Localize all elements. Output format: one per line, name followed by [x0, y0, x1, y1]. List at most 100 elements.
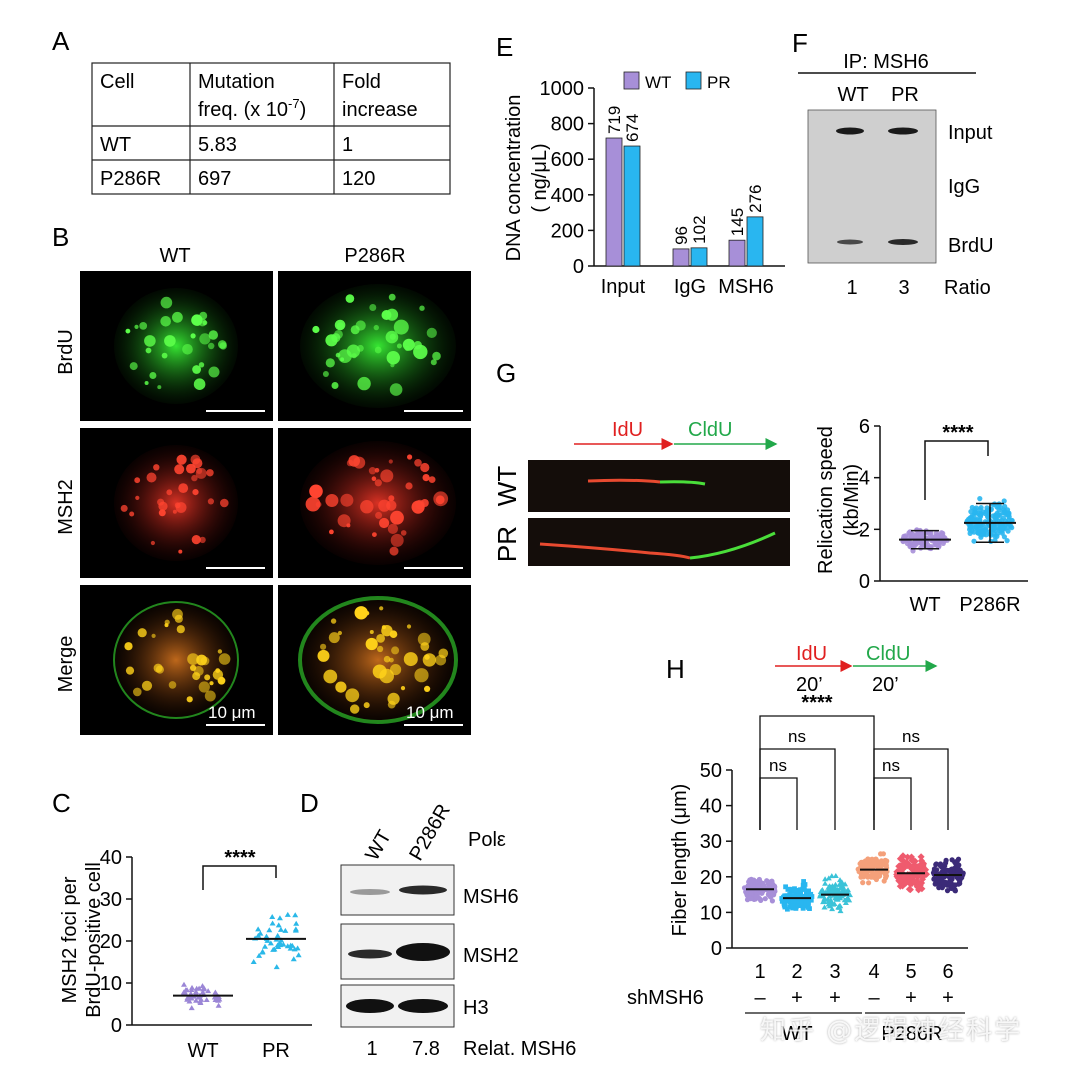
data-point	[795, 903, 801, 908]
y-axis-label: ( ng/μL)	[529, 143, 551, 212]
y-axis-label: BrdU-positive cell	[83, 862, 105, 1018]
table-header-freq: freq. (x 10-7)	[198, 96, 306, 121]
y-tick-label: 10	[700, 902, 722, 924]
blot-d-header: Polε	[468, 829, 506, 851]
data-point	[761, 883, 767, 889]
data-point	[255, 932, 262, 938]
data-point	[911, 540, 918, 546]
data-point	[944, 888, 951, 894]
comparison-bracket	[759, 777, 798, 830]
x-tick-label: 2	[791, 961, 802, 983]
data-point	[984, 510, 991, 516]
data-point	[917, 853, 925, 861]
y-tick-label: 50	[700, 760, 722, 782]
data-point	[274, 932, 281, 938]
data-point	[871, 857, 877, 863]
data-point	[834, 893, 841, 899]
data-point	[757, 897, 764, 903]
data-point	[896, 882, 904, 890]
micro-tile-brdu-wt	[80, 271, 273, 421]
panel-label-h: H	[666, 654, 685, 684]
data-point	[932, 881, 938, 887]
fiber-images-g: IdU CldU WT PR	[492, 419, 790, 566]
data-point	[284, 911, 291, 917]
data-point	[282, 927, 289, 933]
data-point	[762, 896, 768, 902]
data-point	[973, 517, 979, 523]
blot-d-bottom-label: Relat. MSH6	[463, 1038, 576, 1060]
y-tick-label: 40	[700, 796, 722, 818]
data-point	[1001, 498, 1007, 504]
chart-h-fiber-length: 0 10 20 30 40 50 Fiber length (μm) 1 – 2 +3 +4 – 5 +6 +…	[627, 692, 968, 1045]
data-point	[971, 529, 977, 535]
data-point	[980, 509, 987, 515]
data-point	[745, 894, 751, 900]
data-point	[902, 879, 910, 887]
significance-label: ****	[942, 422, 973, 444]
fiber-h-time1: 20’	[796, 674, 823, 696]
x-tick-label: PR	[262, 1040, 290, 1062]
y-axis-label: (kb/Min)	[841, 464, 863, 536]
data-point	[910, 878, 918, 886]
micro-tile-msh2-wt	[80, 428, 273, 578]
data-point	[977, 496, 983, 502]
data-point	[805, 896, 811, 902]
data-point	[933, 862, 939, 868]
table-cell: P286R	[100, 168, 161, 190]
data-point	[748, 890, 754, 896]
data-point	[196, 985, 203, 991]
comparison-bracket	[873, 777, 912, 830]
data-point	[858, 871, 865, 877]
fiber-h-time2: 20’	[872, 674, 899, 696]
x-tick-label: MSH6	[718, 276, 774, 298]
data-point	[184, 994, 191, 1000]
shmsh6-sign: +	[905, 987, 917, 1009]
data-point	[800, 905, 806, 911]
micro-row-label-msh2: MSH2	[55, 479, 77, 535]
data-point	[831, 884, 838, 890]
data-point	[766, 889, 772, 896]
data-point	[256, 952, 263, 958]
data-point	[276, 915, 283, 921]
data-label: 719	[605, 106, 624, 134]
data-point	[975, 530, 981, 536]
data-point	[868, 874, 874, 880]
y-tick-label: 1000	[540, 78, 585, 100]
data-point	[805, 905, 811, 910]
table-cell: 120	[342, 168, 375, 190]
data-point	[800, 882, 806, 888]
data-point	[992, 527, 998, 533]
data-point	[756, 876, 763, 883]
data-point	[275, 922, 282, 928]
micro-tile-merge-p286r: 10 μm	[278, 585, 471, 735]
x-tick-label: 5	[905, 961, 916, 983]
data-point	[188, 1005, 195, 1011]
data-point	[189, 984, 196, 990]
x-tick-label: WT	[909, 594, 940, 616]
data-point	[801, 879, 806, 884]
legend-label: PR	[707, 73, 731, 92]
data-point	[743, 889, 749, 895]
data-point	[952, 888, 959, 894]
data-point	[968, 509, 974, 515]
fiber-h-schematic: IdU CldU 20’ 20’	[775, 643, 938, 696]
data-point	[748, 878, 754, 884]
data-point	[977, 513, 984, 520]
data-point	[259, 949, 266, 955]
bar-pr	[690, 247, 708, 267]
comparison-label: ns	[882, 756, 900, 775]
data-point	[897, 865, 905, 873]
data-point	[873, 876, 880, 883]
y-tick-label: 0	[573, 256, 584, 278]
data-point	[860, 859, 866, 865]
bar-pr	[746, 216, 764, 267]
data-point	[846, 897, 853, 903]
data-point	[826, 883, 833, 889]
data-point	[825, 875, 832, 881]
western-blot-d: WT P286R Polε MSH6 MSH2 H3 1 7.8 Relat. …	[340, 801, 576, 1060]
western-blot-f: IP: MSH6 WT PR Input IgG BrdU 1 3 Ratio	[798, 51, 994, 299]
chart-e-dna-concentration: 0 200 400 600 800 1000 DNA concentration( ng/μ…	[503, 71, 785, 298]
data-point	[957, 878, 963, 884]
data-point	[793, 889, 799, 895]
group-label-wt: WT	[781, 1023, 812, 1045]
